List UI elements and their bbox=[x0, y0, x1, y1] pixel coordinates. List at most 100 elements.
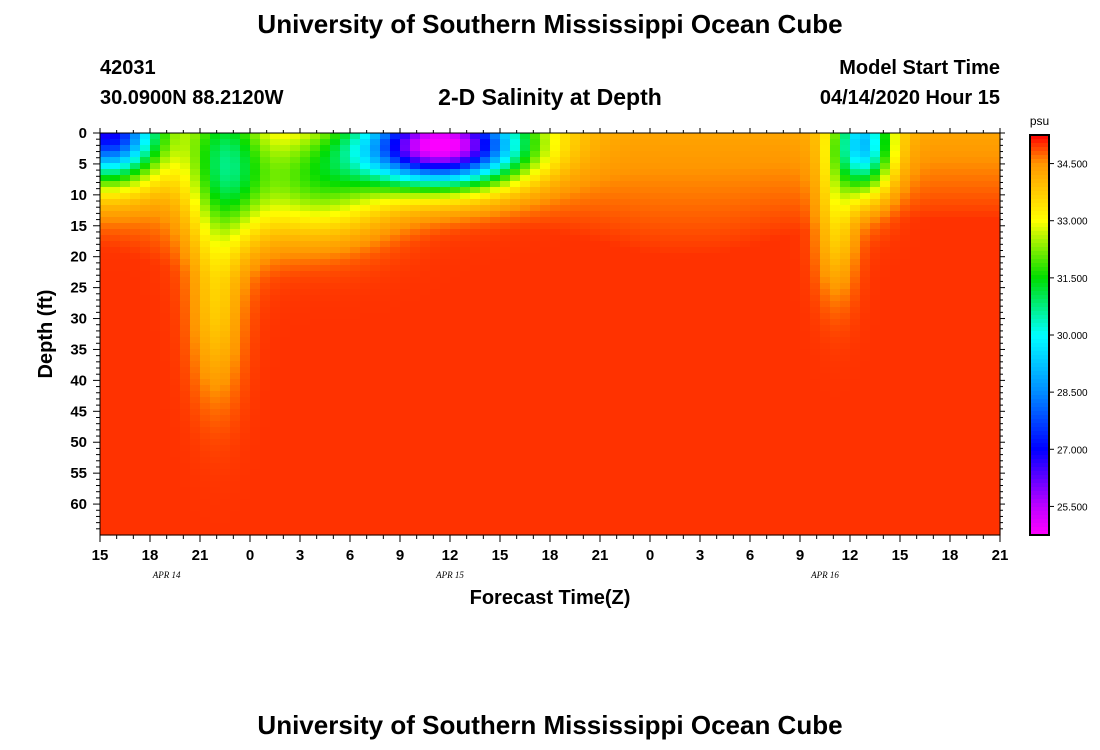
heatmap-cell bbox=[790, 343, 801, 350]
heatmap-cell bbox=[630, 223, 641, 230]
heatmap-cell bbox=[940, 355, 951, 362]
heatmap-cell bbox=[980, 283, 991, 290]
heatmap-cell bbox=[130, 313, 141, 320]
heatmap-cell bbox=[580, 307, 591, 314]
heatmap-cell bbox=[530, 445, 541, 452]
heatmap-cell bbox=[160, 271, 171, 278]
heatmap-cell bbox=[750, 289, 761, 296]
heatmap-cell bbox=[370, 193, 381, 200]
heatmap-cell bbox=[800, 439, 811, 446]
heatmap-cell bbox=[380, 187, 391, 194]
heatmap-cell bbox=[970, 373, 981, 380]
heatmap-cell bbox=[740, 295, 751, 302]
heatmap-cell bbox=[750, 451, 761, 458]
heatmap-cell bbox=[310, 421, 321, 428]
heatmap-cell bbox=[940, 271, 951, 278]
heatmap-cell bbox=[940, 247, 951, 254]
heatmap-cell bbox=[990, 367, 1001, 374]
heatmap-cell bbox=[980, 331, 991, 338]
heatmap-cell bbox=[450, 427, 461, 434]
heatmap-cell bbox=[690, 331, 701, 338]
heatmap-cell bbox=[360, 325, 371, 332]
heatmap-cell bbox=[870, 271, 881, 278]
heatmap-cell bbox=[220, 247, 231, 254]
heatmap-cell bbox=[130, 445, 141, 452]
heatmap-cell bbox=[180, 415, 191, 422]
heatmap-cell bbox=[230, 445, 241, 452]
heatmap-cell bbox=[650, 325, 661, 332]
heatmap-cell bbox=[920, 223, 931, 230]
heatmap-cell bbox=[320, 217, 331, 224]
heatmap-cell bbox=[400, 319, 411, 326]
heatmap-cell bbox=[210, 409, 221, 416]
heatmap-cell bbox=[850, 391, 861, 398]
heatmap-cell bbox=[240, 247, 251, 254]
heatmap-cell bbox=[660, 157, 671, 164]
heatmap-cell bbox=[320, 355, 331, 362]
heatmap-cell bbox=[340, 343, 351, 350]
heatmap-cell bbox=[100, 403, 111, 410]
heatmap-cell bbox=[740, 139, 751, 146]
heatmap-cell bbox=[180, 283, 191, 290]
heatmap-cell bbox=[690, 319, 701, 326]
heatmap-cell bbox=[760, 325, 771, 332]
heatmap-cell bbox=[300, 271, 311, 278]
heatmap-cell bbox=[640, 385, 651, 392]
heatmap-cell bbox=[450, 385, 461, 392]
heatmap-cell bbox=[170, 355, 181, 362]
heatmap-cell bbox=[260, 439, 271, 446]
heatmap-cell bbox=[150, 415, 161, 422]
heatmap-cell bbox=[310, 427, 321, 434]
heatmap-cell bbox=[310, 271, 321, 278]
heatmap-cell bbox=[690, 217, 701, 224]
heatmap-cell bbox=[660, 319, 671, 326]
heatmap-cell bbox=[330, 241, 341, 248]
heatmap-cell bbox=[970, 289, 981, 296]
heatmap-cell bbox=[620, 301, 631, 308]
heatmap-cell bbox=[610, 337, 621, 344]
heatmap-cell bbox=[400, 175, 411, 182]
heatmap-cell bbox=[180, 433, 191, 440]
heatmap-cell bbox=[850, 145, 861, 152]
heatmap-cell bbox=[520, 289, 531, 296]
heatmap-cell bbox=[130, 247, 141, 254]
heatmap-cell bbox=[220, 199, 231, 206]
heatmap-cell bbox=[890, 457, 901, 464]
heatmap-cell bbox=[460, 463, 471, 470]
heatmap-cell bbox=[580, 181, 591, 188]
heatmap-cell bbox=[760, 241, 771, 248]
heatmap-cell bbox=[900, 235, 911, 242]
heatmap-cell bbox=[810, 229, 821, 236]
heatmap-cell bbox=[420, 151, 431, 158]
heatmap-cell bbox=[190, 355, 201, 362]
heatmap-cell bbox=[830, 295, 841, 302]
heatmap-cell bbox=[170, 211, 181, 218]
heatmap-cell bbox=[520, 403, 531, 410]
heatmap-cell bbox=[720, 349, 731, 356]
heatmap-cell bbox=[650, 361, 661, 368]
heatmap-cell bbox=[130, 223, 141, 230]
heatmap-cell bbox=[670, 211, 681, 218]
heatmap-cell bbox=[540, 199, 551, 206]
heatmap-cell bbox=[720, 253, 731, 260]
heatmap-cell bbox=[210, 313, 221, 320]
heatmap-cell bbox=[390, 259, 401, 266]
heatmap-cell bbox=[410, 217, 421, 224]
heatmap-cell bbox=[850, 319, 861, 326]
heatmap-cell bbox=[480, 451, 491, 458]
heatmap-cell bbox=[960, 247, 971, 254]
heatmap-cell bbox=[910, 385, 921, 392]
heatmap-cell bbox=[590, 427, 601, 434]
heatmap-cell bbox=[980, 169, 991, 176]
heatmap-cell bbox=[650, 235, 661, 242]
heatmap-cell bbox=[250, 379, 261, 386]
heatmap-cell bbox=[180, 325, 191, 332]
heatmap-cell bbox=[780, 433, 791, 440]
heatmap-cell bbox=[270, 169, 281, 176]
heatmap-cell bbox=[130, 331, 141, 338]
heatmap-cell bbox=[260, 427, 271, 434]
heatmap-cell bbox=[510, 145, 521, 152]
heatmap-cell bbox=[630, 349, 641, 356]
heatmap-cell bbox=[150, 397, 161, 404]
heatmap-cell bbox=[530, 235, 541, 242]
